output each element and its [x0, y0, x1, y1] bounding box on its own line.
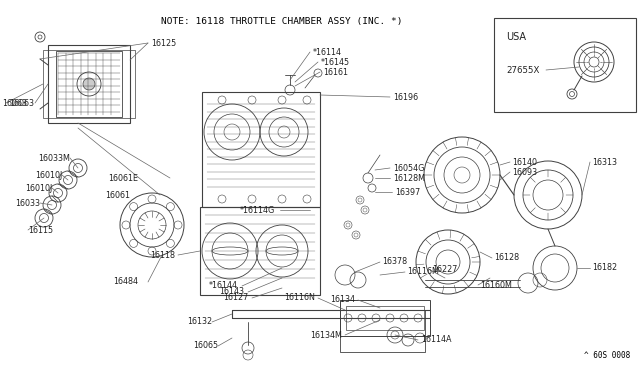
Text: 27655X: 27655X: [506, 65, 540, 74]
Text: 16010J: 16010J: [35, 170, 62, 180]
Text: 16118: 16118: [150, 250, 175, 260]
Text: 16093: 16093: [512, 167, 537, 176]
Text: 16063: 16063: [2, 99, 27, 108]
Text: 16054G: 16054G: [393, 164, 424, 173]
Text: *16144: *16144: [209, 282, 238, 291]
Text: NOTE: 16118 THROTTLE CHAMBER ASSY (INC. *): NOTE: 16118 THROTTLE CHAMBER ASSY (INC. …: [161, 17, 403, 26]
Bar: [200, 207, 320, 295]
Text: 16397: 16397: [395, 187, 420, 196]
Text: 16227: 16227: [432, 266, 458, 275]
Bar: [340, 300, 430, 336]
Text: 16063: 16063: [9, 99, 34, 108]
Bar: [494, 18, 636, 112]
Bar: [48, 45, 130, 123]
Bar: [202, 92, 320, 207]
Text: 16143: 16143: [219, 288, 244, 296]
Text: 16134: 16134: [330, 295, 355, 305]
Bar: [56, 51, 122, 117]
Text: 16134M: 16134M: [310, 330, 342, 340]
Text: 16061: 16061: [105, 190, 130, 199]
Text: 16132: 16132: [187, 317, 212, 327]
Text: 16182: 16182: [592, 263, 617, 273]
Text: 16161: 16161: [323, 67, 348, 77]
Bar: [340, 310, 425, 352]
Text: *16114G: *16114G: [240, 205, 275, 215]
Text: 16484: 16484: [113, 278, 138, 286]
Text: 16140: 16140: [512, 157, 537, 167]
Text: 16116N: 16116N: [284, 294, 315, 302]
Text: 16196: 16196: [393, 93, 418, 102]
Text: 16127: 16127: [223, 294, 248, 302]
Text: 16128M: 16128M: [393, 173, 425, 183]
Text: 16033: 16033: [15, 199, 40, 208]
Text: 16160M: 16160M: [480, 280, 512, 289]
Text: 16010J: 16010J: [25, 183, 52, 192]
Text: 16065: 16065: [193, 341, 218, 350]
Circle shape: [83, 78, 95, 90]
Text: 16313: 16313: [592, 157, 617, 167]
Text: *16145: *16145: [321, 58, 350, 67]
Text: *16114: *16114: [313, 48, 342, 57]
Text: ^ 60S 0008: ^ 60S 0008: [584, 351, 630, 360]
Bar: [346, 306, 424, 330]
Text: 16125: 16125: [151, 38, 176, 48]
Text: 16378: 16378: [382, 257, 407, 266]
Text: 16128: 16128: [494, 253, 519, 263]
Text: USA: USA: [506, 32, 526, 42]
Text: 16033M: 16033M: [38, 154, 70, 163]
Text: 16115: 16115: [28, 225, 53, 234]
Text: 16061E: 16061E: [108, 173, 138, 183]
Text: 16116M: 16116M: [407, 267, 439, 276]
Text: 16114A: 16114A: [421, 336, 451, 344]
Bar: [43, 50, 135, 118]
